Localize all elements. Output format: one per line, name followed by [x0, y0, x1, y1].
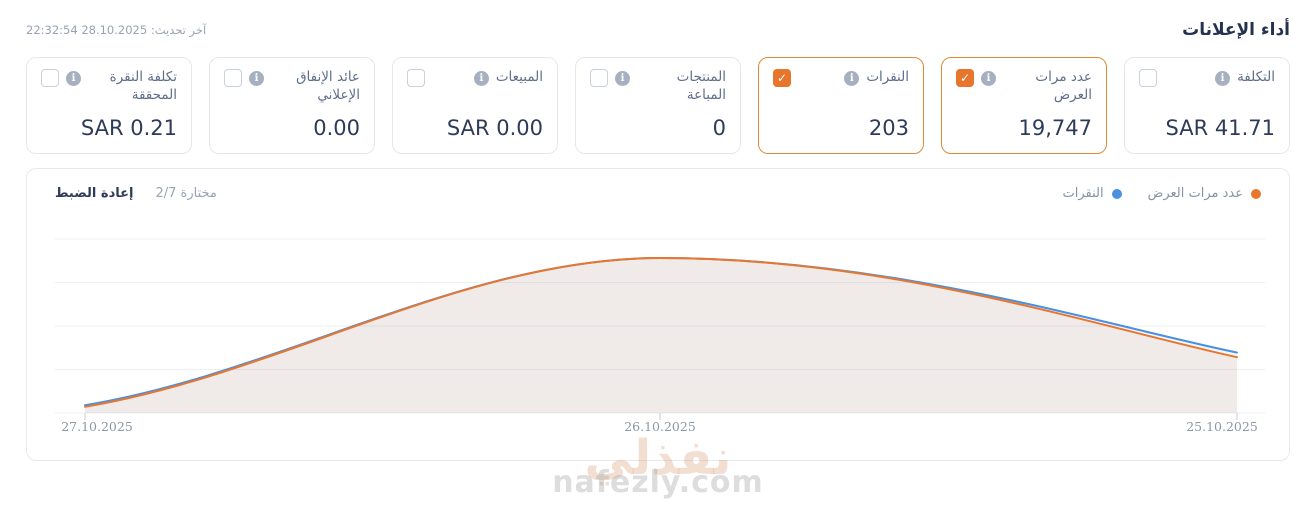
legend-label: عدد مرات العرض — [1147, 186, 1243, 201]
info-icon[interactable]: i — [615, 71, 630, 86]
metric-card-roas[interactable]: عائد الإنفاق الإعلاني i 0.00 — [209, 57, 375, 154]
area-chart — [55, 238, 1265, 420]
metric-card-cpc[interactable]: تكلفة النقرة المحققة i SAR 0.21 — [26, 57, 192, 154]
last-update-timestamp: آخر تحديث: 28.10.2025 22:32:54 — [26, 23, 207, 37]
page-title: أداء الإعلانات — [1182, 20, 1290, 40]
metric-label: المبيعات — [495, 69, 543, 85]
metric-value: SAR 0.00 — [446, 116, 543, 140]
metric-label: النقرات — [866, 69, 909, 85]
metric-value: 0 — [712, 116, 726, 140]
metric-checkbox[interactable] — [224, 69, 242, 87]
metric-label: عائد الإنفاق الإعلاني — [296, 69, 360, 103]
legend-label: النقرات — [1062, 186, 1104, 201]
legend-item-clicks[interactable]: النقرات — [1063, 186, 1122, 201]
metric-label: تكلفة النقرة المحققة — [109, 69, 177, 103]
metric-card-clicks[interactable]: النقرات i 203 — [758, 57, 924, 154]
info-icon[interactable]: i — [981, 71, 996, 86]
metric-card-sales[interactable]: المبيعات i SAR 0.00 — [392, 57, 558, 154]
info-icon[interactable]: i — [473, 71, 489, 86]
metric-value: SAR 41.71 — [1165, 116, 1275, 140]
x-axis-label-left: 27.10.2025 — [61, 419, 133, 434]
watermark-latin: nafezly.com — [552, 465, 764, 500]
metric-checkbox[interactable] — [956, 69, 974, 87]
x-axis-label-middle: 26.10.2025 — [624, 419, 696, 434]
metric-checkbox[interactable] — [773, 69, 791, 87]
reset-button[interactable]: إعادة الضبط — [55, 186, 134, 201]
metric-checkbox[interactable] — [590, 69, 608, 87]
metric-card-cost[interactable]: التكلفة i SAR 41.71 — [1124, 57, 1290, 154]
legend-item-impressions[interactable]: عدد مرات العرض — [1148, 186, 1261, 201]
metric-label: المنتجات المباعة — [676, 69, 726, 103]
metric-value: SAR 0.21 — [80, 116, 177, 140]
info-icon[interactable]: i — [1215, 71, 1231, 86]
metric-cards-row: التكلفة i SAR 41.71 عدد مرات العرض i 19,… — [26, 57, 1290, 154]
metric-checkbox[interactable] — [407, 69, 425, 87]
metric-checkbox[interactable] — [41, 69, 59, 87]
metric-checkbox[interactable] — [1139, 69, 1157, 87]
clicks-legend-dot-icon — [1111, 188, 1122, 199]
metric-value: 203 — [868, 116, 909, 140]
metric-card-products-sold[interactable]: المنتجات المباعة i 0 — [575, 57, 741, 154]
metric-value: 0.00 — [313, 116, 360, 140]
chart-panel-header: عدد مرات العرض النقرات مختارة 2/7 إعادة … — [27, 169, 1289, 201]
header: أداء الإعلانات آخر تحديث: 28.10.2025 22:… — [0, 0, 1316, 40]
info-icon[interactable]: i — [844, 71, 860, 86]
x-axis-label-right: 25.10.2025 — [1186, 419, 1258, 434]
info-icon[interactable]: i — [66, 71, 81, 86]
selected-count: مختارة 2/7 — [155, 186, 217, 201]
metric-value: 19,747 — [1018, 116, 1092, 140]
info-icon[interactable]: i — [249, 71, 264, 86]
chart-panel: عدد مرات العرض النقرات مختارة 2/7 إعادة … — [26, 168, 1290, 461]
metric-card-impressions[interactable]: عدد مرات العرض i 19,747 — [941, 57, 1107, 154]
metric-label: عدد مرات العرض — [1035, 69, 1092, 103]
metric-label: التكلفة — [1237, 69, 1275, 85]
impressions-legend-dot-icon — [1251, 188, 1261, 199]
